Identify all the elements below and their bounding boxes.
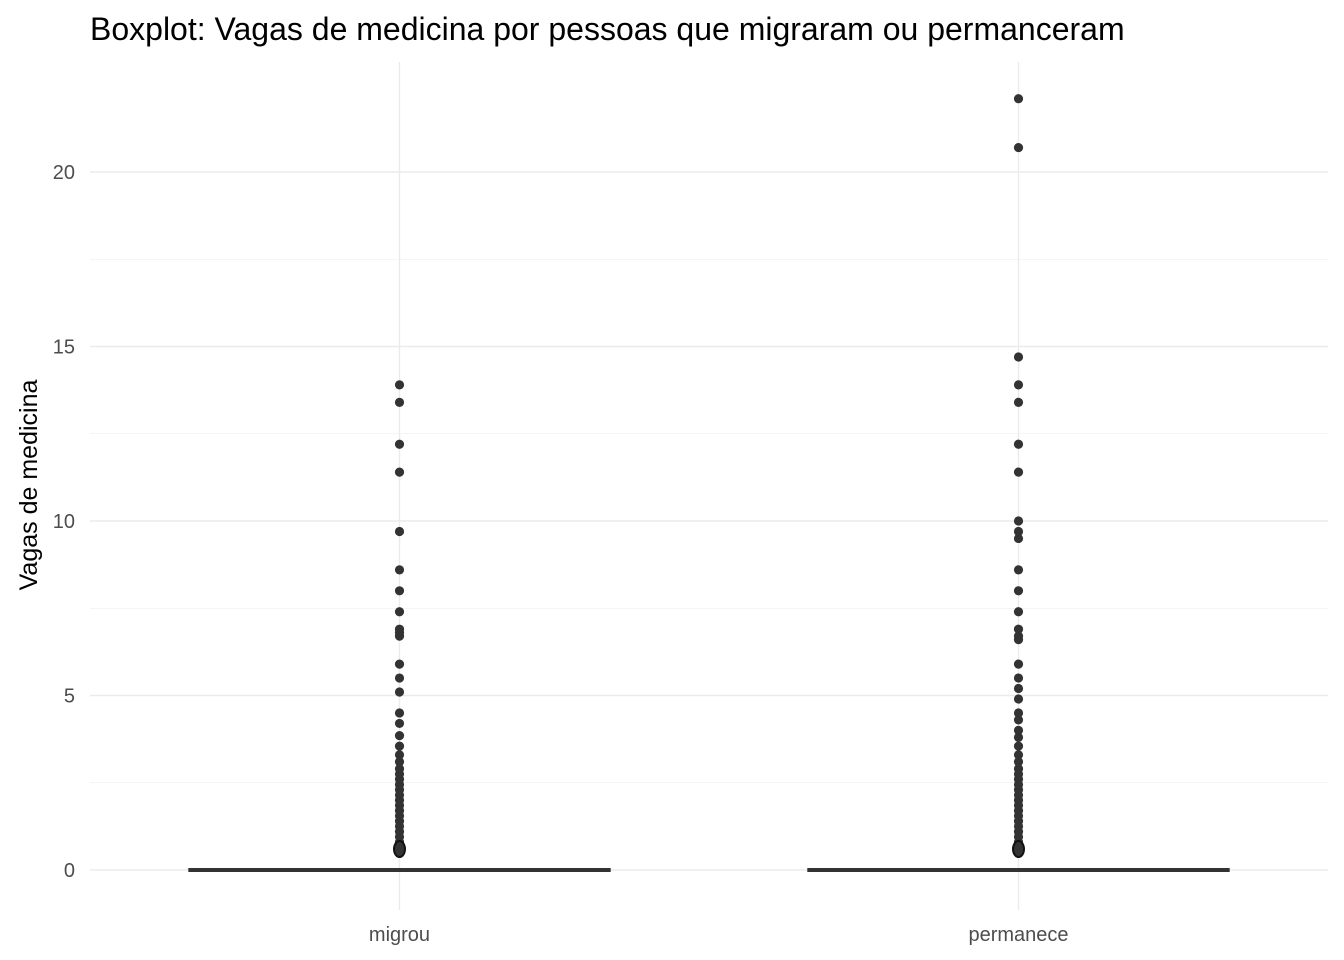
- outlier-point: [394, 586, 405, 596]
- outlier-point: [1013, 741, 1024, 751]
- x-tick-label: migrou: [369, 924, 430, 946]
- outlier-point: [394, 467, 405, 477]
- outlier-point: [1013, 673, 1024, 683]
- outlier-point: [1013, 764, 1024, 774]
- outlier-point: [394, 397, 405, 407]
- outlier-point: [394, 607, 405, 617]
- outlier-point: [394, 624, 405, 634]
- outlier-point: [1013, 659, 1024, 669]
- y-tick-label: 10: [53, 511, 75, 533]
- outlier-point: [394, 565, 405, 575]
- outlier-points: [393, 94, 1025, 859]
- outlier-point: [1013, 683, 1024, 694]
- outlier-point: [394, 731, 405, 741]
- outlier-point: [1013, 565, 1024, 575]
- outlier-point: [1013, 533, 1024, 544]
- y-tick-label: 20: [53, 162, 75, 184]
- outlier-point: [394, 757, 405, 767]
- box-permanece: [807, 868, 1230, 872]
- outlier-point: [1013, 694, 1024, 704]
- chart-title: Boxplot: Vagas de medicina por pessoas q…: [90, 11, 1125, 47]
- outlier-point: [1013, 142, 1024, 153]
- outlier-point: [394, 764, 405, 774]
- x-tick-label: permanece: [968, 924, 1068, 946]
- outlier-point: [1013, 439, 1024, 449]
- y-tick-label: 0: [64, 860, 75, 882]
- outlier-point: [394, 673, 405, 683]
- outlier-point: [394, 380, 405, 390]
- outlier-point: [1013, 467, 1024, 477]
- outlier-point: [394, 659, 405, 669]
- y-tick-label: 5: [64, 686, 75, 708]
- outlier-point: [1013, 380, 1024, 390]
- outlier-point: [1013, 94, 1024, 104]
- outlier-point: [1013, 750, 1024, 760]
- outlier-point: [1013, 397, 1024, 407]
- outlier-point: [1013, 725, 1024, 736]
- outlier-point: [1013, 352, 1024, 362]
- outlier-point: [1013, 708, 1024, 718]
- outlier-point: [1013, 607, 1024, 617]
- outlier-point: [1013, 631, 1024, 641]
- y-tick-label: 15: [53, 337, 75, 359]
- axis-ticks: 0 5 10 15 20 migrou permanece: [53, 162, 1069, 946]
- outlier-point: [1013, 715, 1024, 725]
- outlier-point: [1013, 757, 1024, 767]
- outlier-point: [394, 718, 405, 729]
- outlier-point: [394, 708, 405, 718]
- y-axis-title: Vagas de medicina: [15, 380, 43, 591]
- outlier-point: [394, 741, 405, 751]
- outlier-point: [1013, 732, 1024, 742]
- outlier-cluster: [393, 840, 406, 859]
- boxes: [188, 868, 1230, 872]
- outlier-point: [1013, 624, 1024, 634]
- box-migrou: [188, 868, 611, 872]
- outlier-point: [394, 750, 405, 760]
- grid-lines: [90, 62, 1328, 910]
- outlier-point: [1013, 586, 1024, 596]
- outlier-point: [394, 439, 405, 449]
- outlier-cluster: [1012, 840, 1025, 859]
- outlier-point: [394, 526, 405, 537]
- outlier-point: [1013, 516, 1024, 526]
- outlier-point: [394, 687, 405, 697]
- outlier-point: [1013, 526, 1024, 537]
